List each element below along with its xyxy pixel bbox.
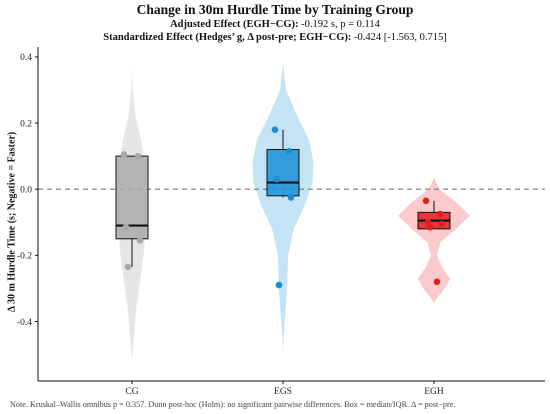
y-tick-label: -0.4 — [17, 318, 32, 328]
footnote: Note. Kruskal–Wallis omnibus p = 0.357. … — [10, 400, 456, 409]
point-cg — [122, 223, 130, 231]
y-tick-label: 0.0 — [20, 185, 32, 195]
point-egh — [422, 197, 430, 205]
adjusted-effect-subtitle: Adjusted Effect (EGH−CG): -0.192 s, p = … — [0, 19, 550, 30]
standardized-effect-value: -0.424 [-1.563, 0.715] — [351, 32, 447, 43]
x-tick-label: EGH — [424, 387, 444, 397]
y-tick-label: -0.2 — [17, 252, 32, 262]
point-egs — [273, 175, 281, 183]
point-egs — [275, 281, 283, 289]
point-egh — [438, 220, 446, 228]
standardized-effect-subtitle: Standardized Effect (Hedges’ g, Δ post-p… — [0, 32, 550, 43]
adjusted-effect-value: -0.192 s, p = 0.114 — [298, 19, 380, 30]
chart-title: Change in 30m Hurdle Time by Training Gr… — [136, 2, 414, 17]
x-tick-label: CG — [125, 387, 138, 397]
standardized-effect-label: Standardized Effect (Hedges’ g, Δ post-p… — [103, 32, 352, 43]
point-egs — [271, 126, 279, 133]
point-cg — [136, 237, 144, 244]
point-egh — [436, 210, 444, 218]
point-cg — [120, 151, 128, 158]
point-egs — [287, 194, 295, 201]
point-cg — [124, 263, 132, 271]
y-tick-label: 0.4 — [20, 53, 32, 63]
point-egh — [424, 218, 432, 226]
y-tick-label: 0.2 — [20, 119, 32, 129]
adjusted-effect-label: Adjusted Effect (EGH−CG): — [170, 19, 299, 30]
point-egh — [433, 278, 441, 286]
x-tick-label: EGS — [274, 387, 292, 397]
box-egs — [266, 149, 300, 197]
point-egh — [426, 223, 434, 231]
point-egs — [285, 147, 293, 155]
violin-egs — [252, 63, 314, 352]
violin-egh — [398, 177, 470, 304]
point-cg — [134, 152, 142, 160]
